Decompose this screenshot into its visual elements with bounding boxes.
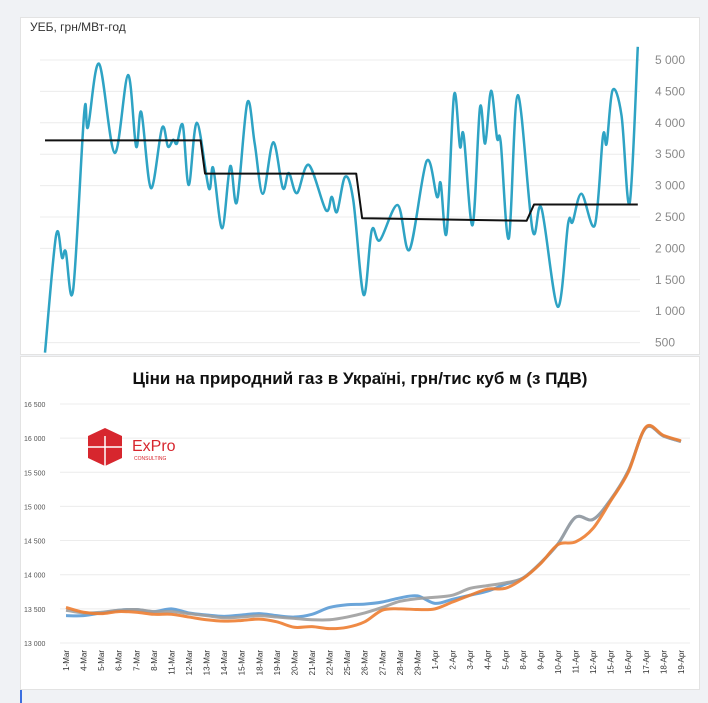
x-tick-label: 8-Apr	[519, 650, 528, 670]
top-y-tick-label: 1 000	[655, 304, 685, 318]
x-tick-label: 12-Mar	[185, 650, 194, 676]
x-tick-label: 12-Apr	[589, 650, 598, 674]
x-tick-label: 1-Mar	[62, 650, 71, 671]
x-tick-label: 28-Mar	[396, 650, 405, 676]
series-orange-line	[65, 424, 682, 631]
x-tick-label: 29-Mar	[413, 650, 422, 676]
series-gray-line	[65, 424, 682, 622]
top-y-tick-label: 5 000	[655, 53, 685, 67]
x-tick-label: 18-Mar	[255, 650, 264, 676]
logo-subtext: CONSULTING	[134, 456, 167, 462]
x-tick-label: 21-Mar	[308, 650, 317, 676]
x-tick-label: 4-Mar	[80, 650, 89, 671]
bottom-y-tick-label: 14 000	[24, 573, 46, 580]
bottom-y-tick-label: 16 000	[24, 436, 46, 443]
top-y-tick-label: 2 500	[655, 210, 685, 224]
x-tick-label: 6-Mar	[115, 650, 124, 671]
x-tick-label: 19-Mar	[273, 650, 282, 676]
x-tick-label: 27-Mar	[378, 650, 387, 676]
x-tick-label: 11-Apr	[572, 650, 581, 674]
x-tick-label: 8-Mar	[150, 650, 159, 671]
top-y-tick-label: 2 000	[655, 241, 685, 255]
bottom-chart-card	[20, 356, 700, 690]
top-y-tick-label: 4 500	[655, 84, 685, 98]
x-tick-label: 4-Apr	[484, 650, 493, 670]
x-tick-label: 25-Mar	[343, 650, 352, 676]
bottom-chart-title: Ціни на природний газ в Україні, грн/тис…	[132, 369, 588, 388]
x-tick-label: 9-Apr	[536, 650, 545, 670]
bottom-y-tick-label: 13 000	[24, 641, 46, 648]
bottom-y-tick-label: 15 500	[24, 470, 46, 477]
top-price-line	[43, 46, 640, 353]
x-tick-label: 1-Apr	[431, 650, 440, 670]
x-tick-label: 20-Mar	[290, 650, 299, 676]
x-tick-label: 15-Apr	[607, 650, 616, 674]
x-tick-label: 5-Apr	[501, 650, 510, 670]
x-tick-label: 10-Apr	[554, 650, 563, 674]
x-tick-label: 17-Apr	[642, 650, 651, 674]
bottom-y-tick-label: 14 500	[24, 539, 46, 546]
top-chart-unit-label: УЕБ, грн/МВт-год	[30, 20, 126, 34]
x-tick-label: 14-Mar	[220, 650, 229, 676]
top-y-tick-label: 500	[655, 336, 675, 350]
x-tick-label: 7-Mar	[132, 650, 141, 671]
x-tick-label: 16-Apr	[624, 650, 633, 674]
x-tick-label: 19-Apr	[677, 650, 686, 674]
top-y-tick-label: 4 000	[655, 116, 685, 130]
bottom-y-tick-label: 13 500	[24, 607, 46, 614]
x-tick-label: 2-Apr	[449, 650, 458, 670]
x-tick-label: 26-Mar	[361, 650, 370, 676]
x-tick-label: 18-Apr	[659, 650, 668, 674]
logo-text: ExPro	[132, 438, 176, 455]
x-tick-label: 3-Apr	[466, 650, 475, 670]
x-tick-label: 15-Mar	[238, 650, 247, 676]
bottom-y-tick-label: 15 000	[24, 504, 46, 511]
top-y-tick-label: 3 500	[655, 147, 685, 161]
focus-indicator	[20, 690, 22, 703]
expro-logo: ExPro CONSULTING	[88, 428, 176, 466]
x-tick-label: 13-Mar	[203, 650, 212, 676]
bottom-y-tick-label: 16 500	[24, 402, 46, 409]
x-tick-label: 5-Mar	[97, 650, 106, 671]
top-average-line	[45, 139, 638, 222]
top-y-tick-label: 3 000	[655, 179, 685, 193]
x-tick-label: 11-Mar	[167, 650, 176, 675]
top-y-tick-label: 1 500	[655, 273, 685, 287]
x-tick-label: 22-Mar	[326, 650, 335, 676]
